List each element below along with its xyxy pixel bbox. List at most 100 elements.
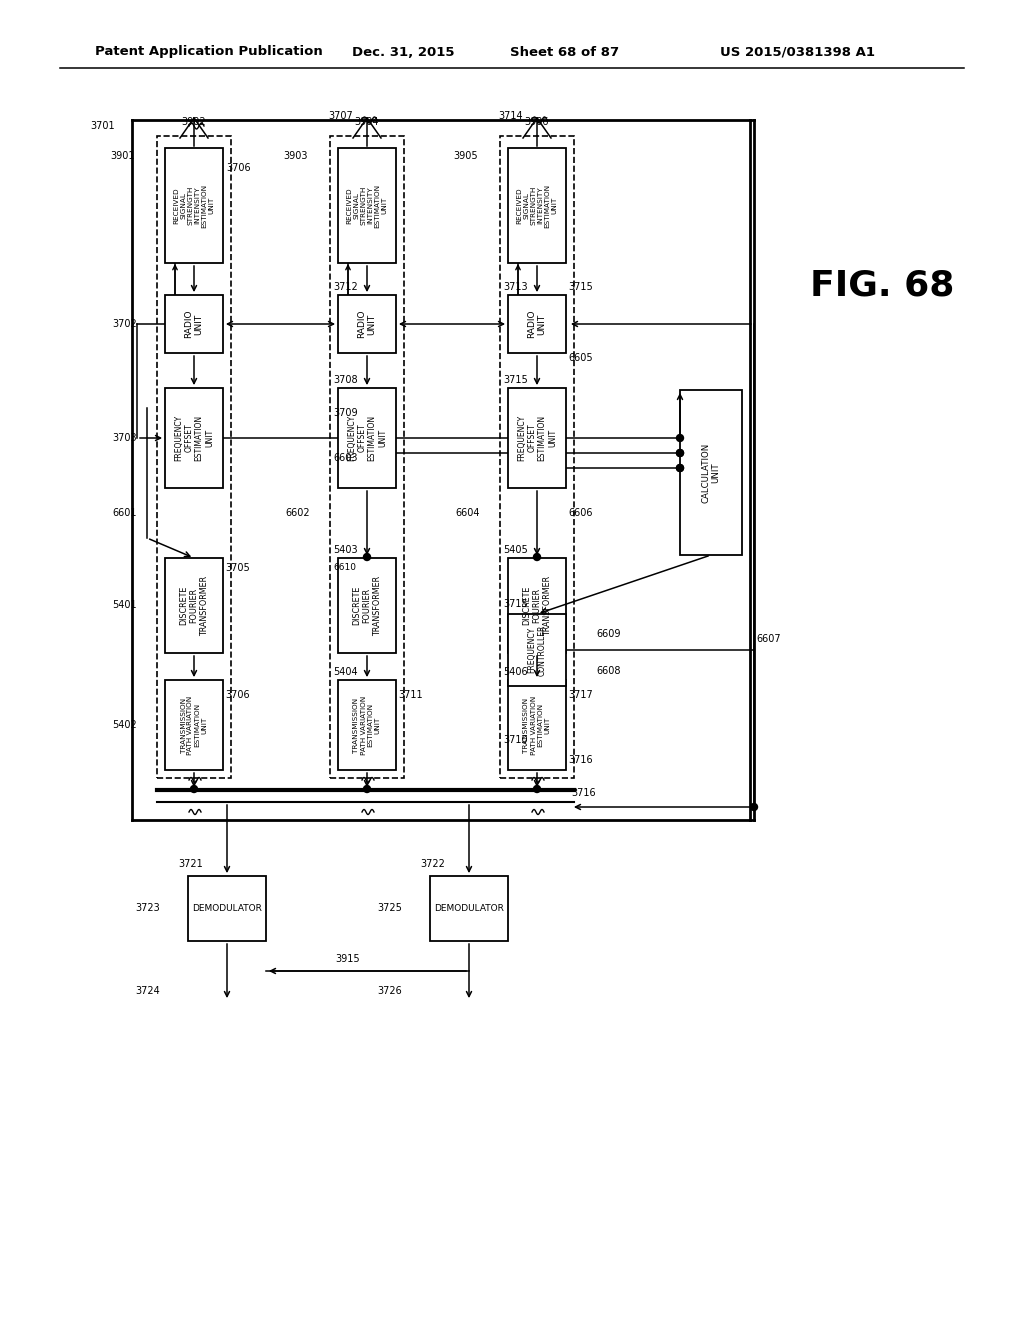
- Bar: [338, 558, 396, 653]
- Text: 3723: 3723: [135, 903, 160, 913]
- Bar: [508, 680, 566, 770]
- Text: DEMODULATOR: DEMODULATOR: [193, 904, 262, 913]
- Text: FREQUENCY
OFFSET
ESTIMATION
UNIT: FREQUENCY OFFSET ESTIMATION UNIT: [347, 414, 387, 461]
- Text: 5402: 5402: [113, 719, 137, 730]
- Text: 6601: 6601: [113, 508, 137, 517]
- Text: 3725: 3725: [377, 903, 402, 913]
- Text: 5404: 5404: [333, 667, 357, 677]
- Text: US 2015/0381398 A1: US 2015/0381398 A1: [720, 45, 874, 58]
- Text: 3906: 3906: [524, 117, 549, 127]
- Text: 3714: 3714: [498, 111, 522, 121]
- Text: TRANSMISSION
PATH VARIATION
ESTIMATION
UNIT: TRANSMISSION PATH VARIATION ESTIMATION U…: [523, 696, 551, 755]
- Text: 6603: 6603: [333, 453, 357, 463]
- Text: 5401: 5401: [113, 601, 137, 610]
- Circle shape: [364, 553, 371, 561]
- Text: Dec. 31, 2015: Dec. 31, 2015: [352, 45, 455, 58]
- Text: RADIO
UNIT: RADIO UNIT: [527, 310, 547, 338]
- Circle shape: [751, 804, 758, 810]
- Text: 5406: 5406: [503, 667, 527, 677]
- Circle shape: [677, 434, 683, 441]
- Text: 3715: 3715: [503, 375, 527, 385]
- Text: CALCULATION
UNIT: CALCULATION UNIT: [701, 442, 721, 503]
- Text: 3712: 3712: [333, 282, 357, 292]
- Text: 6604: 6604: [456, 508, 480, 517]
- Text: DISCRETE
FOURIER
TRANSFORMER: DISCRETE FOURIER TRANSFORMER: [179, 576, 209, 635]
- Text: 3902: 3902: [181, 117, 206, 127]
- Bar: [165, 558, 223, 653]
- Text: FREQUENCY
CONTROLLER: FREQUENCY CONTROLLER: [527, 624, 547, 676]
- Bar: [508, 558, 566, 653]
- Circle shape: [534, 785, 541, 792]
- Text: 3904: 3904: [354, 117, 379, 127]
- Text: 3711: 3711: [398, 690, 423, 700]
- Text: 3709: 3709: [333, 408, 357, 418]
- Circle shape: [190, 785, 198, 792]
- Bar: [188, 876, 266, 941]
- Text: 5405: 5405: [503, 545, 527, 554]
- Text: 6606: 6606: [568, 508, 593, 517]
- Text: 6610: 6610: [333, 564, 356, 573]
- Text: FIG. 68: FIG. 68: [810, 268, 954, 302]
- Text: 6609: 6609: [596, 630, 621, 639]
- Text: 5403: 5403: [333, 545, 357, 554]
- Text: RECEIVED
SIGNAL
STRENGTH
INTENSITY
ESTIMATION
UNIT: RECEIVED SIGNAL STRENGTH INTENSITY ESTIM…: [346, 183, 387, 227]
- Bar: [338, 148, 396, 263]
- Text: 3905: 3905: [454, 150, 478, 161]
- Text: 6607: 6607: [756, 634, 780, 644]
- Circle shape: [677, 450, 683, 457]
- Bar: [165, 294, 223, 352]
- Text: 3708: 3708: [333, 375, 357, 385]
- Bar: [165, 680, 223, 770]
- Text: 3722: 3722: [420, 859, 444, 869]
- Text: 3724: 3724: [135, 986, 160, 997]
- Bar: [500, 136, 574, 777]
- Text: RADIO
UNIT: RADIO UNIT: [184, 310, 204, 338]
- Bar: [157, 136, 231, 777]
- Text: DEMODULATOR: DEMODULATOR: [434, 904, 504, 913]
- Text: DISCRETE
FOURIER
TRANSFORMER: DISCRETE FOURIER TRANSFORMER: [352, 576, 382, 635]
- Bar: [430, 876, 508, 941]
- Text: 3703: 3703: [113, 433, 137, 444]
- Text: 3701: 3701: [90, 121, 115, 131]
- Bar: [508, 294, 566, 352]
- Text: 6608: 6608: [596, 667, 621, 676]
- Text: 3716: 3716: [568, 755, 593, 766]
- Text: 3717: 3717: [568, 690, 593, 700]
- Text: 3702: 3702: [113, 319, 137, 329]
- Text: TRANSMISSION
PATH VARIATION
ESTIMATION
UNIT: TRANSMISSION PATH VARIATION ESTIMATION U…: [180, 696, 208, 755]
- Bar: [680, 389, 742, 554]
- Circle shape: [677, 450, 683, 457]
- Circle shape: [364, 785, 371, 792]
- Text: 3715: 3715: [568, 282, 593, 292]
- Text: DISCRETE
FOURIER
TRANSFORMER: DISCRETE FOURIER TRANSFORMER: [522, 576, 552, 635]
- Text: Sheet 68 of 87: Sheet 68 of 87: [510, 45, 620, 58]
- Bar: [330, 136, 404, 777]
- Bar: [165, 148, 223, 263]
- Text: 3901: 3901: [111, 150, 135, 161]
- Text: 3726: 3726: [377, 986, 402, 997]
- Text: 3710: 3710: [503, 735, 527, 744]
- Bar: [508, 388, 566, 488]
- Text: RECEIVED
SIGNAL
STRENGTH
INTENSITY
ESTIMATION
UNIT: RECEIVED SIGNAL STRENGTH INTENSITY ESTIM…: [173, 183, 214, 227]
- Text: 3721: 3721: [178, 859, 203, 869]
- Bar: [165, 388, 223, 488]
- Text: RECEIVED
SIGNAL
STRENGTH
INTENSITY
ESTIMATION
UNIT: RECEIVED SIGNAL STRENGTH INTENSITY ESTIM…: [516, 183, 557, 227]
- Text: 3706: 3706: [225, 690, 250, 700]
- Text: FREQUENCY
OFFSET
ESTIMATION
UNIT: FREQUENCY OFFSET ESTIMATION UNIT: [517, 414, 557, 461]
- Bar: [508, 148, 566, 263]
- Circle shape: [534, 553, 541, 561]
- Text: 3707: 3707: [328, 111, 352, 121]
- Text: 3903: 3903: [284, 150, 308, 161]
- Circle shape: [677, 465, 683, 471]
- Text: 3715: 3715: [503, 599, 527, 609]
- Circle shape: [677, 465, 683, 471]
- Text: FREQUENCY
OFFSET
ESTIMATION
UNIT: FREQUENCY OFFSET ESTIMATION UNIT: [174, 414, 214, 461]
- Text: RADIO
UNIT: RADIO UNIT: [357, 310, 377, 338]
- Text: Patent Application Publication: Patent Application Publication: [95, 45, 323, 58]
- Text: 3716: 3716: [571, 788, 596, 799]
- Bar: [338, 680, 396, 770]
- Text: 3705: 3705: [225, 564, 250, 573]
- Text: 6605: 6605: [568, 352, 593, 363]
- Text: 3915: 3915: [336, 954, 360, 964]
- Text: 3713: 3713: [503, 282, 527, 292]
